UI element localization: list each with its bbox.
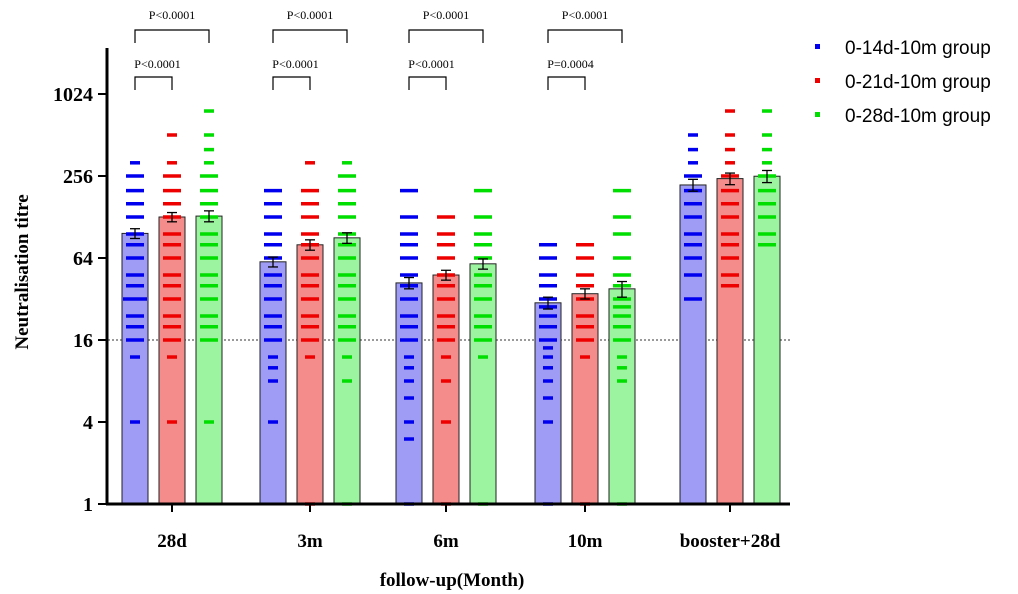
significance-bracket [547, 76, 586, 90]
x-axis-title: follow-up(Month) [380, 570, 525, 591]
x-tick-label: 28d [157, 531, 187, 552]
significance-layer: P<0.0001 P<0.0001 P<0.0001 P<0.0001 P<0.0001… [134, 8, 623, 90]
p-value-label: P=0.0004 [547, 57, 593, 71]
significance-bracket [547, 29, 623, 43]
p-value-label: P<0.0001 [149, 8, 195, 22]
bar [432, 274, 460, 505]
bar [753, 175, 781, 505]
legend-label: 0-21d-10m group [845, 72, 991, 93]
y-tick-label: 256 [63, 166, 93, 188]
bar [534, 302, 562, 505]
y-ticks-layer: 1 4 16 64 256 1024 [53, 84, 107, 516]
significance-bracket [134, 29, 210, 43]
x-tick-label: booster+28d [680, 531, 781, 552]
p-value-label: P<0.0001 [562, 8, 608, 22]
y-axis-title: Neutralisation titre [12, 194, 33, 349]
legend-label: 0-28d-10m group [845, 106, 991, 127]
significance-bracket [408, 76, 447, 90]
p-value-label: P<0.0001 [272, 57, 318, 71]
significance-bracket [272, 29, 348, 43]
bar [296, 244, 324, 505]
p-value-label: P<0.0001 [423, 8, 469, 22]
p-value-label: P<0.0001 [134, 57, 180, 71]
bar [259, 261, 287, 505]
y-tick-label: 4 [83, 412, 93, 434]
legend-marker [815, 112, 820, 117]
bar [716, 178, 744, 505]
p-value-label: P<0.0001 [287, 8, 333, 22]
bar [333, 237, 361, 505]
y-tick-label: 1024 [53, 84, 93, 106]
x-tick-label: 3m [297, 531, 323, 552]
bar [608, 288, 636, 505]
x-tick-label: 6m [433, 531, 459, 552]
significance-bracket [134, 76, 173, 90]
legend: 0-14d-10m group 0-21d-10m group 0-28d-10m … [815, 38, 991, 127]
error-bars-layer [130, 169, 772, 310]
legend-label: 0-14d-10m group [845, 38, 991, 59]
bar [195, 215, 223, 505]
bar [158, 216, 186, 505]
legend-marker [815, 44, 820, 49]
y-tick-label: 16 [73, 330, 93, 352]
x-ticks-layer: 28d 3m 6m 10m booster+28d [157, 504, 781, 552]
bar [679, 184, 707, 505]
p-value-label: P<0.0001 [408, 57, 454, 71]
y-tick-label: 64 [73, 248, 93, 270]
legend-marker [815, 78, 820, 83]
bar [469, 263, 497, 505]
points-layer [123, 109, 776, 506]
bar [571, 293, 599, 505]
x-tick-label: 10m [568, 531, 603, 552]
y-tick-label: 1 [83, 494, 93, 516]
significance-bracket [272, 76, 311, 90]
bars-layer [121, 175, 781, 505]
axes-layer [105, 48, 790, 506]
significance-bracket [408, 29, 484, 43]
